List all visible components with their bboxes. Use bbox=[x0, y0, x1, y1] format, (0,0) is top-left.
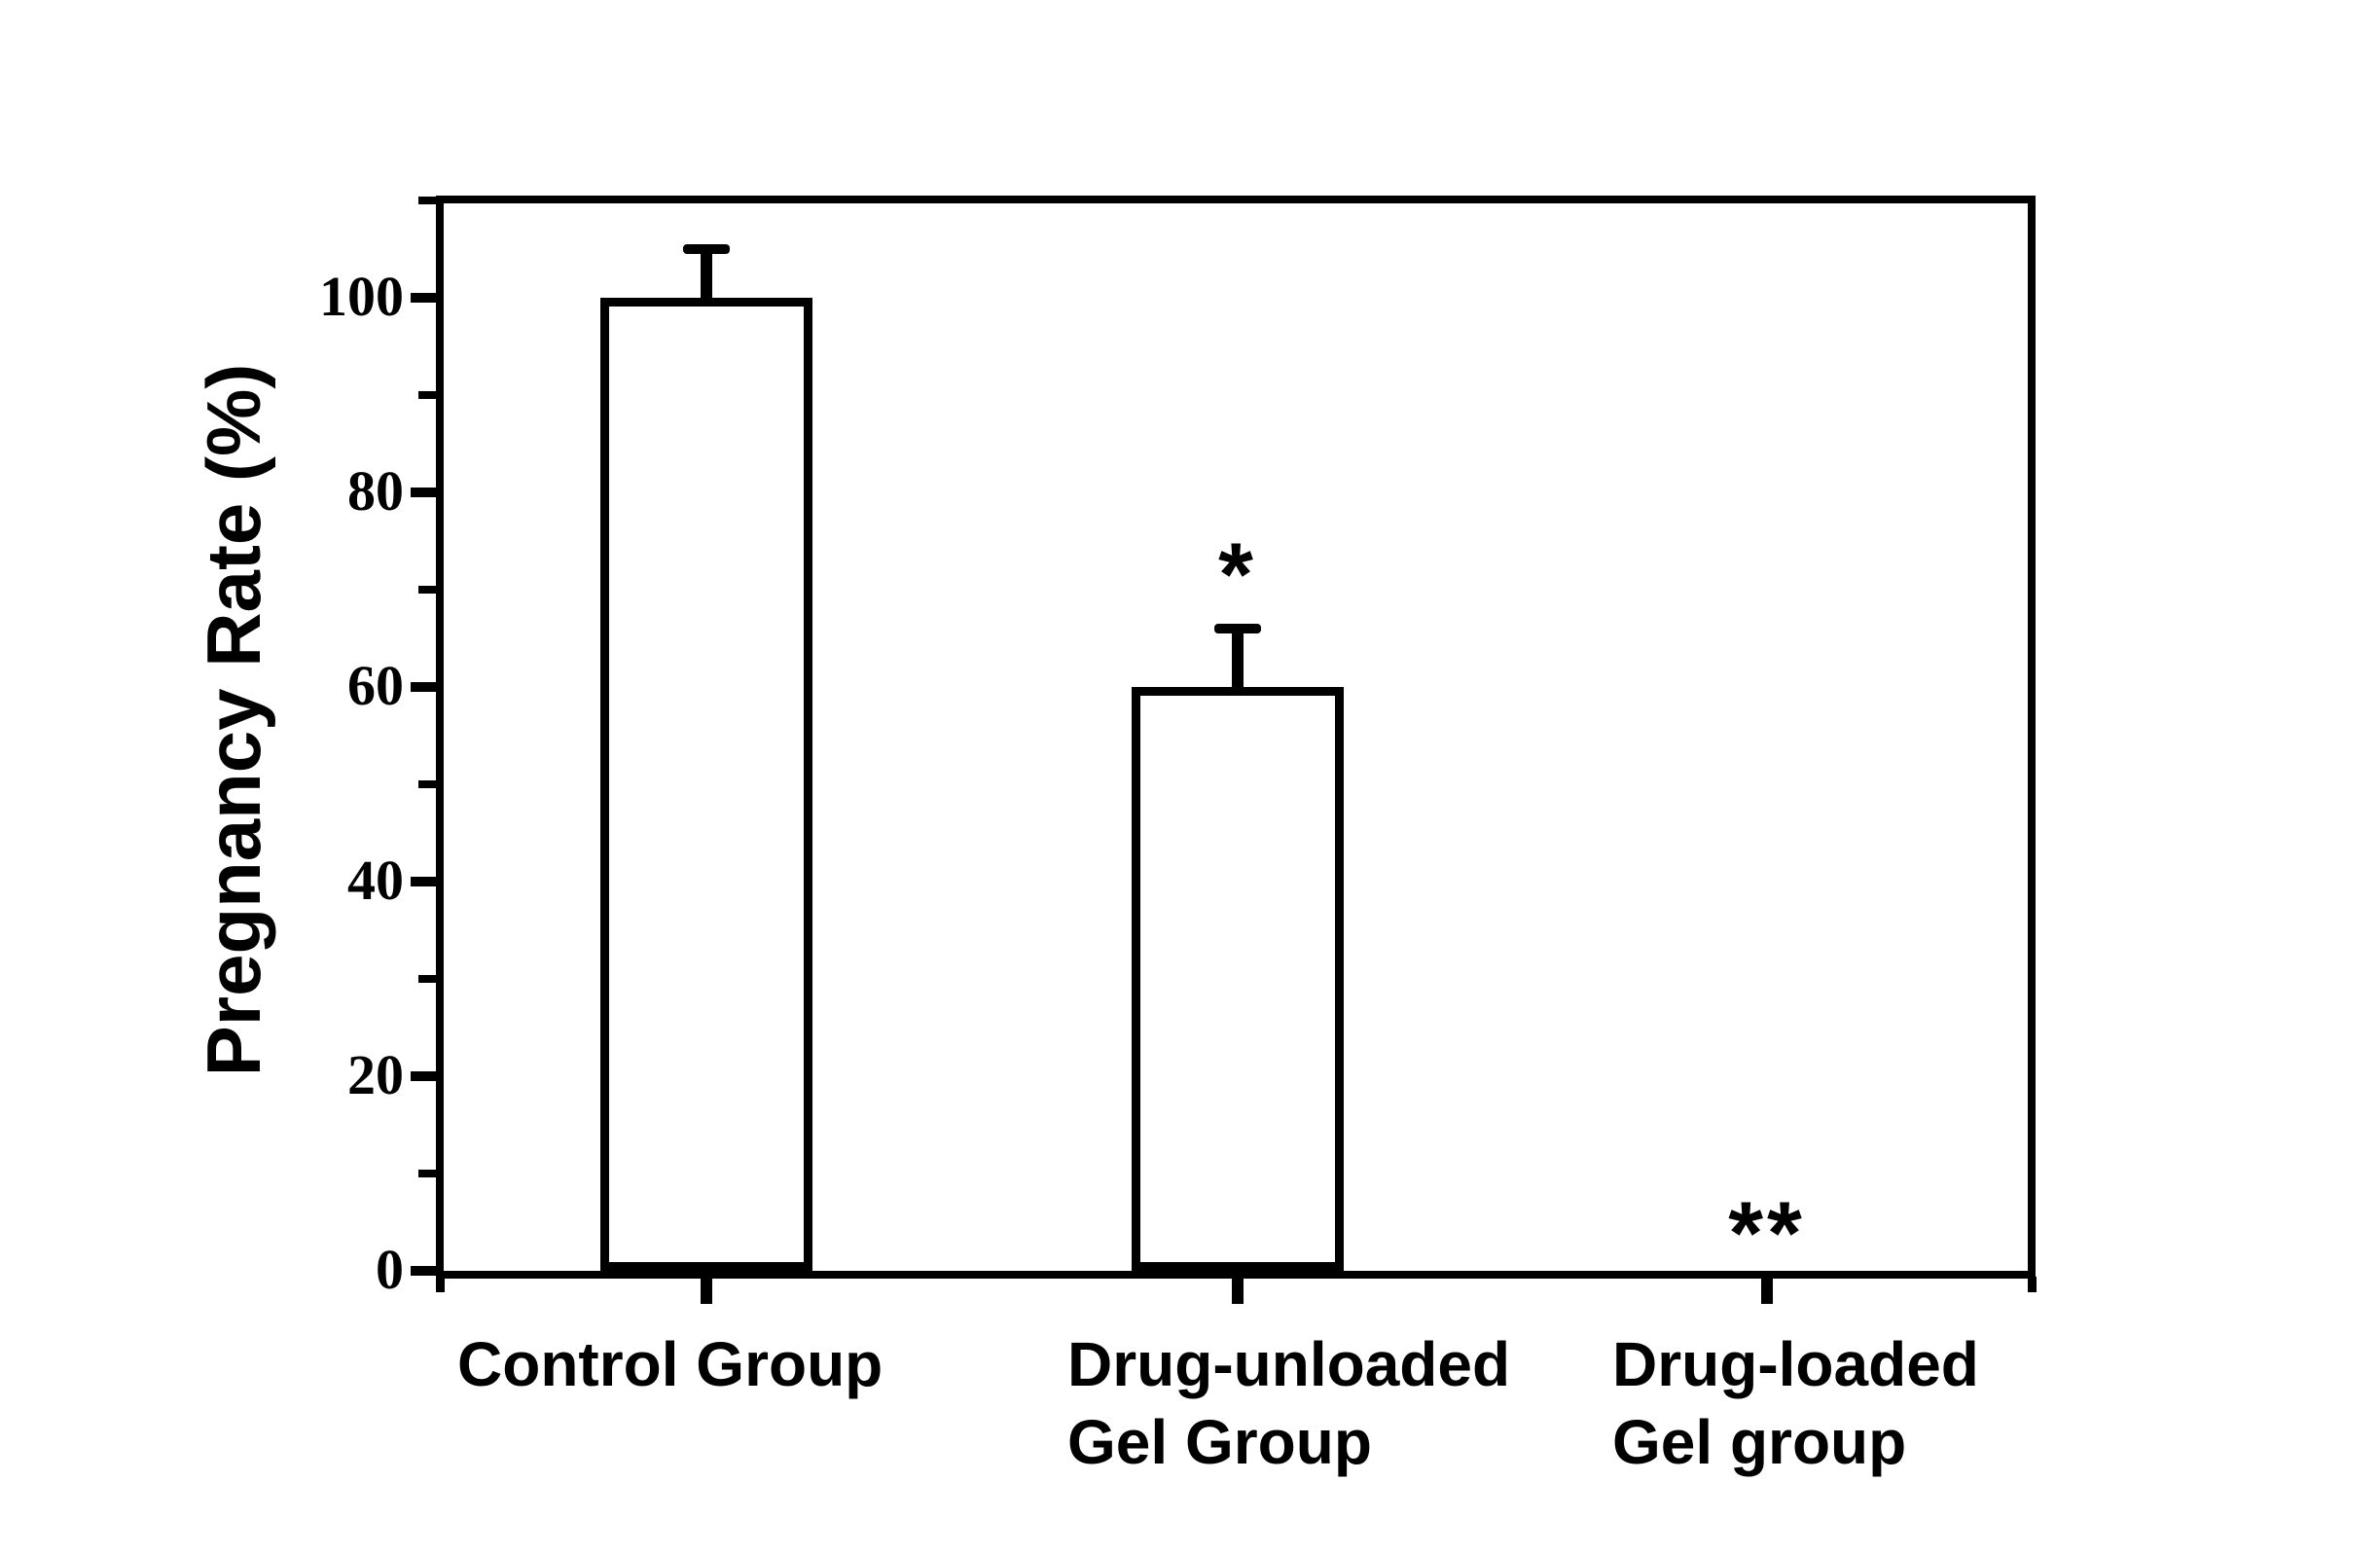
x-category-label: Control Group bbox=[457, 1329, 883, 1399]
x-category-label: Drug-loaded Gel group bbox=[1612, 1329, 1979, 1477]
bar-1 bbox=[600, 298, 812, 1271]
error-bar-stem bbox=[701, 249, 712, 298]
x-corner-tick bbox=[2027, 1277, 2037, 1292]
y-tick-label: 40 bbox=[347, 849, 404, 912]
y-major-tick bbox=[411, 877, 438, 886]
y-tick-label: 100 bbox=[319, 265, 404, 328]
y-tick-label: 0 bbox=[376, 1238, 404, 1301]
y-minor-tick bbox=[418, 1170, 438, 1177]
significance-annotation: * bbox=[1218, 525, 1257, 625]
y-minor-tick bbox=[418, 975, 438, 983]
y-major-tick bbox=[411, 1071, 438, 1081]
y-minor-tick bbox=[418, 391, 438, 399]
error-bar-stem bbox=[1232, 629, 1244, 687]
x-group-tick bbox=[701, 1277, 712, 1304]
y-tick-label: 80 bbox=[347, 459, 404, 523]
x-corner-tick bbox=[435, 1277, 445, 1292]
significance-annotation: ** bbox=[1728, 1184, 1806, 1283]
y-minor-tick bbox=[418, 586, 438, 594]
bar-2 bbox=[1132, 687, 1344, 1271]
error-bar-cap bbox=[1214, 624, 1261, 633]
y-major-tick bbox=[411, 488, 438, 497]
error-bar-cap bbox=[683, 244, 730, 254]
y-major-tick bbox=[411, 293, 438, 303]
y-tick-label: 60 bbox=[347, 654, 404, 717]
y-minor-tick bbox=[418, 780, 438, 788]
y-tick-label: 20 bbox=[347, 1043, 404, 1106]
x-group-tick bbox=[1761, 1277, 1773, 1304]
y-minor-tick bbox=[418, 197, 438, 204]
x-group-tick bbox=[1232, 1277, 1244, 1304]
x-category-label: Drug-unloaded Gel Group bbox=[1067, 1329, 1511, 1477]
y-major-tick bbox=[411, 682, 438, 692]
y-major-tick bbox=[411, 1266, 438, 1276]
